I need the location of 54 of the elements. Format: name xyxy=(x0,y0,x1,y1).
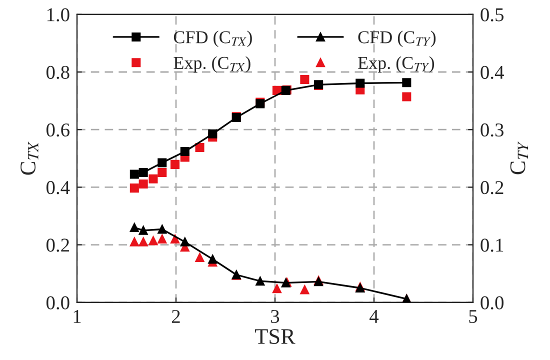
x-tick-label: 5 xyxy=(469,310,478,324)
point xyxy=(148,236,158,246)
point xyxy=(158,224,167,234)
x-tick-label: 4 xyxy=(370,310,379,323)
point xyxy=(402,78,412,88)
y-tick-label: 0.8 xyxy=(46,66,70,80)
point xyxy=(402,92,412,102)
point xyxy=(300,74,310,84)
point xyxy=(148,174,158,184)
point xyxy=(130,184,139,193)
point xyxy=(138,226,148,235)
y-axis-title: C$_{TX}$ xyxy=(20,142,38,175)
y2-tick-label: 0.2 xyxy=(480,181,504,194)
y-tick-label: 0.0 xyxy=(46,296,70,310)
point xyxy=(138,168,148,178)
y-tick-label: 0.4 xyxy=(46,181,70,194)
y2-tick-label: 0.3 xyxy=(480,123,504,137)
point xyxy=(208,254,218,264)
point xyxy=(272,86,282,95)
legend-label: CFD (C$_{TY}$) xyxy=(358,30,436,48)
y2-tick-label: 0.4 xyxy=(480,66,504,80)
point xyxy=(130,223,139,232)
legend-label: Exp. (C$_{TX}$) xyxy=(174,56,250,73)
y-tick-label: 1.0 xyxy=(47,8,70,22)
point xyxy=(256,276,265,286)
y-tick-label: 0.2 xyxy=(46,238,69,252)
point xyxy=(170,234,180,244)
legend-label: Exp. (C$_{TY}$) xyxy=(358,56,434,73)
point xyxy=(208,129,218,138)
point xyxy=(356,78,365,88)
y2-tick-label: 0.1 xyxy=(480,238,504,252)
x-tick-label: 2 xyxy=(172,310,180,323)
x-tick-label: 3 xyxy=(271,310,280,324)
point xyxy=(138,237,148,246)
legend-label: CFD (C$_{TX}$) xyxy=(174,30,252,48)
y-tick-label: 0.6 xyxy=(46,123,70,137)
x-axis-title: TSR xyxy=(255,329,296,344)
point xyxy=(158,158,167,168)
point xyxy=(195,252,204,262)
y2-axis-title: C$_{TY}$ xyxy=(510,142,528,174)
y2-tick-label: 0.5 xyxy=(480,8,504,22)
point xyxy=(158,168,167,178)
point xyxy=(180,146,190,156)
point xyxy=(195,142,204,152)
point xyxy=(158,234,167,244)
y2-tick-label: 0.0 xyxy=(480,296,504,310)
point xyxy=(170,160,180,169)
point xyxy=(130,170,139,179)
x-tick-label: 1 xyxy=(74,310,81,323)
point xyxy=(180,237,190,246)
point xyxy=(130,237,139,246)
point xyxy=(138,180,148,189)
point xyxy=(300,285,310,294)
point xyxy=(272,284,282,294)
